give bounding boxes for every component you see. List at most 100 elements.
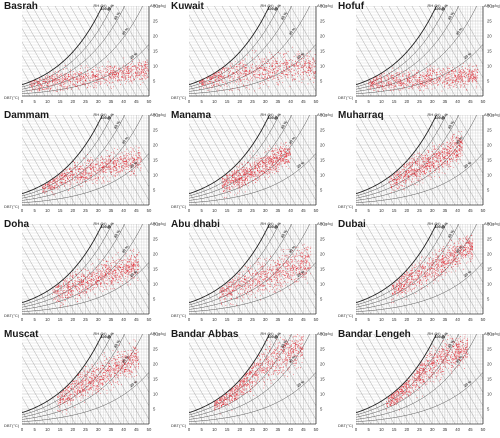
data-point (402, 87, 404, 89)
data-point (433, 71, 435, 73)
enthalpy-line (206, 6, 258, 96)
data-point (385, 83, 387, 85)
data-point (222, 81, 224, 83)
data-point (136, 76, 138, 78)
data-point (51, 75, 53, 77)
data-point (383, 77, 385, 79)
data-point (474, 68, 476, 70)
data-point (123, 162, 125, 164)
y-axis-label: AH (g/kg) (317, 3, 333, 8)
data-point (238, 175, 240, 177)
data-point (475, 75, 477, 77)
data-point (37, 83, 39, 85)
data-point (305, 63, 307, 64)
data-point (282, 72, 284, 74)
data-point (248, 175, 250, 177)
data-point (263, 63, 265, 64)
data-point (472, 81, 474, 83)
data-point (308, 69, 309, 71)
enthalpy-line (356, 14, 402, 96)
data-point (276, 57, 278, 59)
x-tick-label: 45 (301, 99, 306, 104)
data-point (425, 80, 427, 82)
data-point (99, 71, 101, 73)
data-point (228, 77, 230, 79)
data-point (300, 61, 302, 62)
data-point (63, 173, 65, 175)
data-point (48, 87, 50, 89)
data-point (229, 79, 231, 81)
data-point (91, 168, 93, 169)
data-point (248, 84, 250, 86)
data-point (255, 66, 256, 68)
data-point (127, 164, 129, 166)
data-point (259, 67, 260, 69)
data-point (138, 75, 140, 77)
y-tick-label: 30 (153, 113, 158, 118)
data-point (124, 151, 126, 153)
data-point (426, 74, 428, 76)
data-point (131, 81, 133, 83)
data-point (45, 81, 47, 83)
data-point (476, 70, 478, 72)
data-point (31, 82, 33, 84)
data-point (265, 169, 267, 171)
data-point (395, 81, 397, 82)
data-point (137, 162, 139, 164)
data-point (457, 66, 459, 68)
data-point (53, 186, 55, 188)
data-point (129, 81, 131, 83)
data-point (119, 83, 121, 85)
data-point (429, 69, 431, 71)
data-point (109, 167, 111, 169)
data-point (244, 191, 246, 193)
data-point (264, 66, 266, 68)
data-point (110, 152, 112, 154)
data-point (123, 70, 124, 72)
data-point (277, 76, 279, 78)
data-point (264, 77, 266, 79)
data-point (230, 182, 232, 184)
data-point (49, 81, 51, 83)
data-point (379, 85, 381, 87)
data-point (137, 75, 138, 76)
data-point (59, 186, 60, 188)
data-point (457, 78, 459, 80)
data-point (461, 77, 463, 79)
data-point (414, 75, 416, 77)
data-point (115, 170, 117, 171)
data-point (139, 71, 140, 73)
data-point (309, 68, 311, 70)
data-point (73, 188, 75, 190)
data-point (117, 171, 119, 173)
data-point (109, 76, 111, 78)
data-point (55, 185, 56, 187)
data-point (123, 161, 125, 162)
data-point (230, 180, 231, 182)
data-point (79, 68, 81, 70)
data-point (201, 79, 203, 81)
data-point (103, 180, 105, 182)
data-point (392, 67, 393, 69)
x-tick-label: 45 (134, 208, 139, 213)
data-point (230, 77, 232, 79)
data-point (268, 80, 270, 82)
data-point (56, 186, 58, 188)
data-point (207, 87, 209, 88)
data-point (32, 88, 34, 90)
data-point (441, 74, 443, 76)
data-point (52, 72, 54, 74)
data-point (68, 76, 69, 78)
data-point (90, 172, 92, 174)
data-point (403, 78, 405, 79)
data-point (308, 74, 310, 76)
enthalpy-line (22, 28, 61, 96)
data-point (63, 84, 64, 86)
data-point (110, 71, 112, 73)
data-point (124, 157, 126, 159)
data-point (128, 161, 130, 163)
data-point (47, 184, 49, 186)
data-point (420, 89, 421, 91)
data-point (144, 65, 146, 67)
data-point (92, 173, 94, 175)
